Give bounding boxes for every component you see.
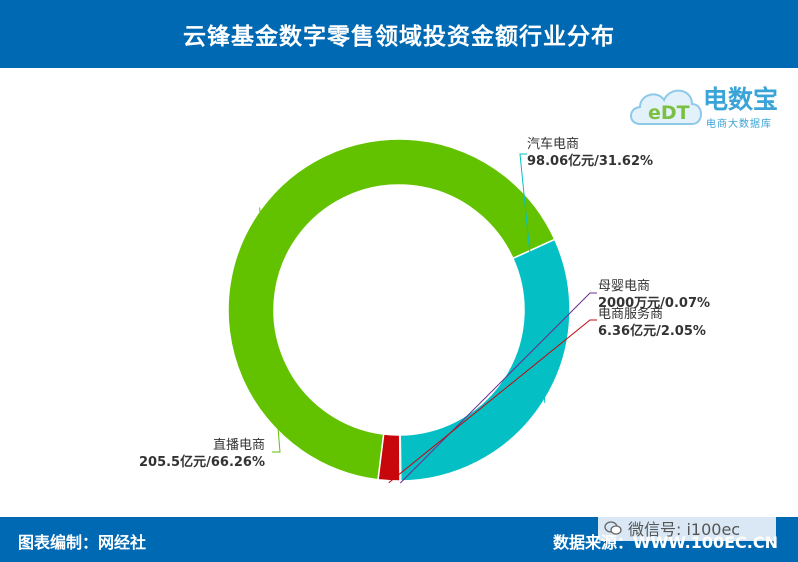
slice-live-streaming-ecommerce [227, 138, 556, 481]
slice-value-auto-ecommerce: 98.06亿元/31.62% [527, 153, 653, 169]
leader-line-maternal-infant-ecommerce [399, 292, 597, 484]
donut-slices [227, 138, 571, 482]
slice-value-ecommerce-service: 6.36亿元/2.05% [598, 323, 706, 339]
footer-credit: 图表编制：网经社 [18, 533, 147, 552]
logo: eDT 电数宝 电商大数据库 [626, 74, 791, 136]
leader-line-live-streaming-ecommerce [259, 207, 281, 453]
slice-value-live-streaming-ecommerce: 205.5亿元/66.26% [139, 454, 265, 470]
slice-auto-ecommerce [399, 238, 571, 482]
slice-label-live-streaming-ecommerce: 直播电商 [213, 438, 265, 453]
leader-line-ecommerce-service [388, 319, 597, 484]
page-title: 云锋基金数字零售领域投资金额行业分布 [183, 24, 615, 50]
logo-subtitle: 电商大数据库 [706, 119, 772, 130]
slice-label-maternal-infant-ecommerce: 母婴电商 [598, 279, 650, 294]
slice-label-ecommerce-service: 电商服务商 [598, 306, 663, 322]
watermark-text: 微信号: i100ec [628, 520, 741, 539]
slice-label-auto-ecommerce: 汽车电商 [527, 136, 579, 152]
logo-letters: eDT [648, 102, 690, 124]
header-bar: 云锋基金数字零售领域投资金额行业分布 [0, 0, 798, 68]
wechat-watermark: 微信号: i100ec [598, 515, 776, 541]
slice-value-maternal-infant-ecommerce: 2000万元/0.07% [598, 296, 710, 311]
leader-line-auto-ecommerce [519, 153, 546, 404]
logo-name: 电数宝 [703, 85, 779, 114]
wechat-icon [604, 521, 622, 535]
cloud-edt-icon: eDT [630, 89, 702, 125]
